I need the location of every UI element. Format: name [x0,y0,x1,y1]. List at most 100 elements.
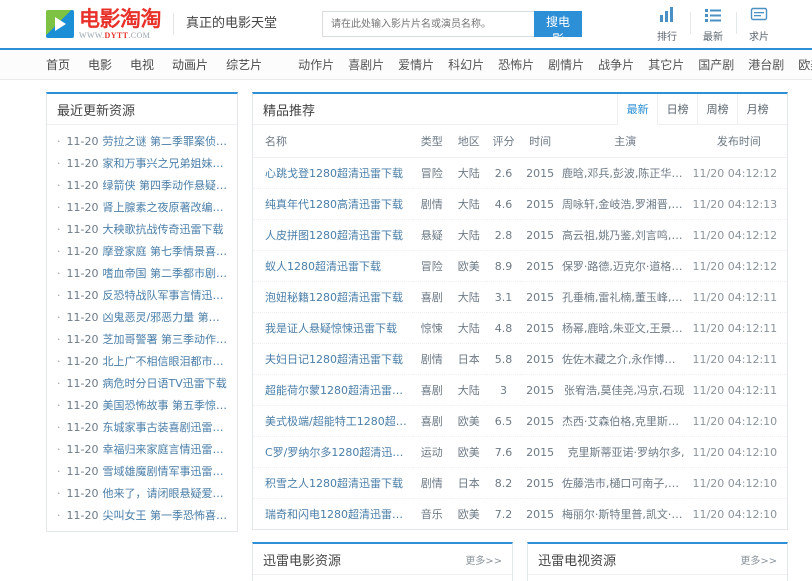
list-item[interactable]: · 11-20家和万事兴之兄弟姐妹家庭情感… [47,153,237,175]
cell-name[interactable]: 美式极端/超能特工1280超清迅雷 [253,405,413,437]
table-row[interactable]: 美式极端/超能特工1280超清迅雷 喜剧 欧美 6.5 2015 杰西·艾森伯格,克里斯汀… [253,405,788,437]
cell-cast: 杨幂,鹿晗,朱亚文,王景春,刘均甄, [559,312,691,344]
tv-resources-more-link[interactable]: 更多>> [740,555,778,567]
tool-ranking-label: 排行 [657,32,677,43]
nav-cat-other[interactable]: 其它片 [648,58,685,72]
search-input[interactable] [322,11,534,37]
nav-cat-war[interactable]: 战争片 [598,58,635,72]
tab-2[interactable]: 周榜 [697,93,737,125]
search-button[interactable]: 搜电影 [534,11,582,46]
cell-published: 11/20 04:12:11 [690,374,788,406]
movie-resources-title: 迅雷电影资源 [263,553,342,569]
nav-cat-horror[interactable]: 恐怖片 [498,58,535,72]
list-item[interactable]: · 11-20他来了，请闭眼悬疑爱情迅雷下… [47,483,237,505]
tab-0[interactable]: 最新 [617,93,658,125]
nav-item-anime[interactable]: 动画片 [172,58,209,72]
nav-cat-western-series[interactable]: 欧美剧 [798,58,812,72]
cell-name[interactable]: 夫妇日记1280超清迅雷下载 [253,343,413,375]
table-row[interactable]: 人皮拼图1280超清迅雷下载悬疑大陆2.82015高云祖,姚乃鉴,刘言鸣,马少骅… [253,219,788,251]
list-item-title: 摩登家庭 第七季情景喜剧迅雷 [102,245,229,258]
cell-type: 运动 [413,436,451,468]
cell-name[interactable]: 瑞奇和闪电1280超清迅雷下载 [265,508,413,521]
list-item-title: 病危时分日语TV迅雷下载 [102,377,227,390]
nav-cat-hktw-series[interactable]: 港台剧 [748,58,785,72]
list-item-date: 11-20 [66,399,99,412]
movie-resources-panel: 迅雷电影资源 更多>> ·抢滩辣妹1280超清迅雷下载11/20 04:11·假… [252,542,514,581]
table-row[interactable]: 泡妞秘籍1280超清迅雷下载喜剧大陆3.12015孔垂楠,雷礼楠,董玉峰,贾征宇… [253,281,788,313]
cell-name[interactable]: 积雪之人1280超清迅雷下载 [253,467,413,499]
bullet-icon: · [57,377,61,390]
list-item[interactable]: · 11-20 大秧歌抗战传奇迅雷下载 [47,219,237,241]
cell-name[interactable]: 泡妞秘籍1280超清迅雷下载 [253,281,413,313]
nav-cat-comedy[interactable]: 喜剧片 [348,58,385,72]
logo-url-prefix: WWW. [79,30,105,40]
tab-1[interactable]: 日榜 [657,93,697,125]
cell-published: 11/20 04:12:12 [690,250,788,282]
table-row[interactable]: 心跳戈登1280超清迅雷下载冒险大陆2.62015鹿晗,邓兵,彭波,陈正华,伊利… [253,157,788,189]
nav-cat-drama[interactable]: 剧情片 [548,58,585,72]
table-row[interactable]: 超能荷尔蒙1280超清迅雷下载 喜剧 大陆 3 2015 张宥浩,莫佳尧,冯京,石现 11/… [253,374,788,406]
bullet-icon: · [57,245,61,258]
nav-item-movie[interactable]: 电影 [88,58,113,72]
list-item-title: 劳拉之谜 第二季罪案侦探迅雷 [102,135,229,148]
cell-type: 音乐 [420,508,443,521]
nav-cat-action[interactable]: 动作片 [298,58,335,72]
list-item[interactable]: · 11-20 病危时分日语TV迅雷下载 [47,373,237,395]
tool-ranking[interactable]: 排行 [644,6,690,43]
table-row[interactable]: 夫妇日记1280超清迅雷下载剧情日本5.82015佐佐木藏之介,永作博美,渡部笃… [253,343,788,375]
cell-score: 7.2 [494,507,513,521]
logo-url: WWW.DYTT.COM [79,30,161,40]
table-row[interactable]: 纯真年代1280高清迅雷下载剧情大陆4.62015周咏轩,金岐浩,罗湘晋,刘青迪… [253,188,788,220]
nav-item-tv[interactable]: 电视 [130,58,155,72]
cell-cast: 克里斯蒂亚诺·罗纳尔多, [559,436,691,468]
cell-area: 大陆 [450,157,487,189]
tool-request[interactable]: 求片 [736,6,782,43]
cell-name[interactable]: C罗/罗纳尔多1280超清迅雷下载 [253,436,413,468]
cell-name[interactable]: 心跳戈登1280超清迅雷下载 [253,157,413,189]
cell-name[interactable]: 纯真年代1280高清迅雷下载 [253,188,413,220]
cell-name[interactable]: 蚁人1280超清迅雷下载 [253,250,413,282]
cell-name[interactable]: 人皮拼图1280超清迅雷下载 [253,219,413,251]
cell-cast: 周咏轩,金岐浩,罗湘晋,刘青迪,严 [559,188,691,220]
tv-resources-header: 迅雷电视资源 更多>> [528,544,788,575]
table-row[interactable]: 积雪之人1280超清迅雷下载剧情日本8.22015佐藤浩市,樋口可南子,高島礼子… [253,467,788,499]
header-tools: 排行 最新 求片 [644,6,782,43]
list-item[interactable]: · 11-20 雪域雄魔剧情军事迅雷下载 [47,461,237,483]
nav-cat-mainland-series[interactable]: 国产剧 [698,58,735,72]
list-icon [690,6,736,25]
cell-name[interactable]: 超能荷尔蒙1280超清迅雷下载 [253,374,413,406]
site-logo[interactable]: 电影淘淘 WWW.DYTT.COM [46,8,162,40]
cell-score: 8.9 [486,250,521,282]
recent-updates-title: 最近更新资源 [57,103,136,119]
bullet-icon: · [57,355,61,368]
tab-3[interactable]: 月榜 [737,93,777,125]
list-item[interactable]: · 11-20北上广不相信眼泪都市言情迅雷… [47,351,237,373]
nav-item-home[interactable]: 首页 [46,58,71,72]
list-item[interactable]: · 11-20肾上腺素之夜原著改编迅雷下载 [47,197,237,219]
list-item[interactable]: · 11-20 东城家事古装喜剧迅雷下载 [47,417,237,439]
list-item-title: 东城家事古装喜剧迅雷下载 [102,421,229,434]
cell-type: 剧情 [413,467,451,499]
cell-year: 2015 [520,374,560,406]
table-row[interactable]: C罗/罗纳尔多1280超清迅雷下载 运动 欧美 7.6 2015 克里斯蒂亚诺·罗纳尔多,… [253,436,788,468]
cell-name[interactable]: 我是证人悬疑惊悚迅雷下载 [253,312,413,344]
tool-latest[interactable]: 最新 [690,6,736,43]
cell-type: 喜剧 [413,374,451,406]
nav-item-variety[interactable]: 综艺片 [226,58,263,72]
list-item[interactable]: · 11-20反恐特战队军事言情迅雷下载 [47,285,237,307]
nav-cat-romance[interactable]: 爱情片 [398,58,435,72]
table-row[interactable]: 蚁人1280超清迅雷下载冒险欧美8.92015保罗·路德,迈克尔·道格拉斯,伊万… [253,250,788,282]
table-row[interactable]: 我是证人悬疑惊悚迅雷下载惊悚大陆4.82015杨幂,鹿晗,朱亚文,王景春,刘均甄… [253,312,788,344]
movie-resources-more-link[interactable]: 更多>> [465,555,503,567]
list-item[interactable]: · 11-20 幸福归来家庭言情迅雷下载 [47,439,237,461]
nav-cat-scifi[interactable]: 科幻片 [448,58,485,72]
